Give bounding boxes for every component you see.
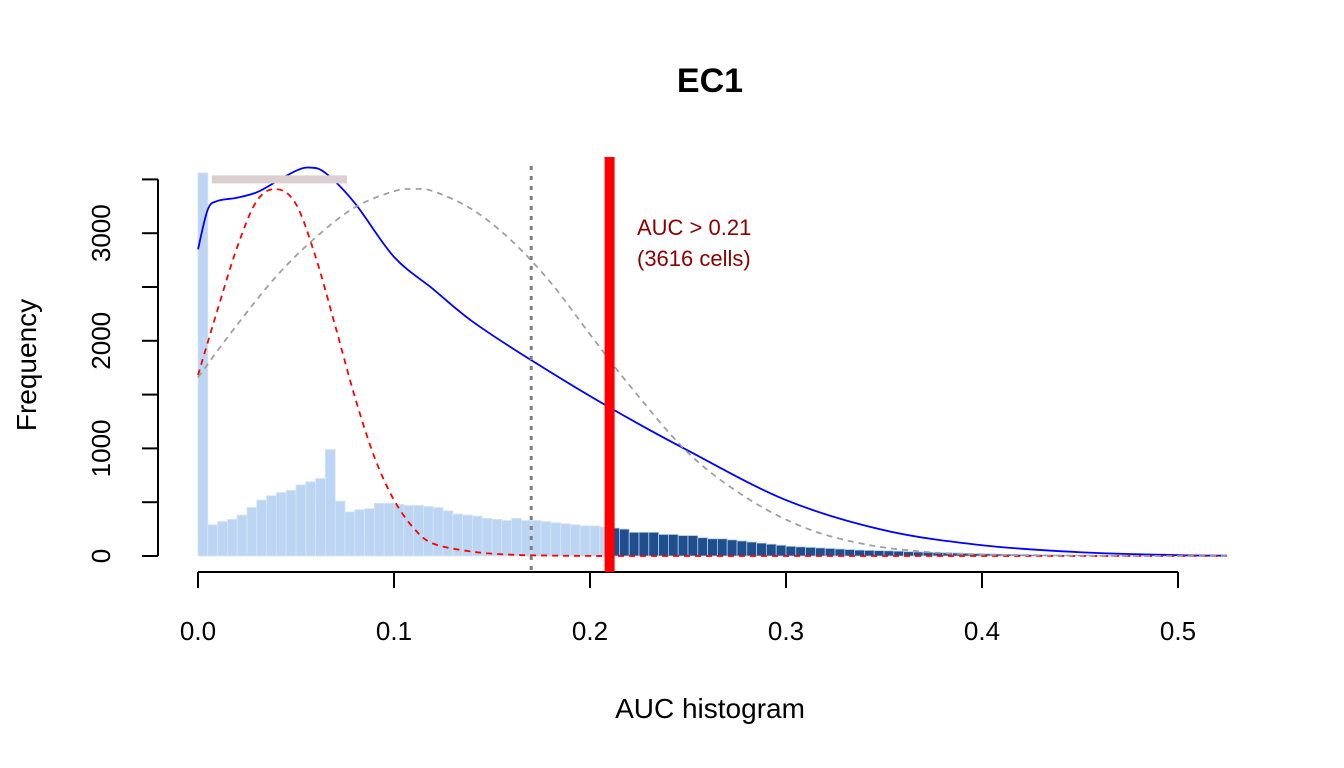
histogram-bar [266,495,277,557]
histogram-bar [795,546,806,557]
histogram-bar [511,517,522,557]
chart-title: EC1 [677,62,743,100]
histogram-bar [364,508,375,557]
x-tick-label: 0.5 [1160,616,1196,646]
histogram-bar [824,548,836,557]
histogram-bar [619,528,630,557]
histogram-bar [717,538,728,557]
x-tick-label: 0.2 [572,616,608,646]
histogram-bar [207,524,219,557]
threshold-annotation-line1: AUC > 0.21 [637,215,751,240]
histogram-bar [393,503,405,557]
histogram-bar [373,502,385,557]
histogram-bar [844,549,855,557]
histogram-bar [422,506,434,557]
histogram-bar [834,548,846,557]
histogram-bar [354,509,365,557]
histogram-bar [246,507,258,557]
histogram-bar [217,521,228,557]
histogram-bar [628,531,640,557]
histogram-bar [305,481,316,557]
y-tick-label: 0 [86,549,116,563]
histogram-bar [344,511,356,557]
histogram-bar [766,543,777,557]
histogram-bar [295,484,307,557]
histogram-bar [736,540,748,557]
histogram-bar [334,500,346,557]
histogram-bar [677,535,689,557]
histogram-bar [785,545,797,557]
histogram-bar [560,523,571,557]
histogram-bar [442,510,454,557]
histogram-bar [815,547,826,557]
histogram-bar [256,499,267,557]
threshold-annotation-line2: (3616 cells) [637,246,751,271]
histogram-bar [491,519,503,557]
histogram-bar [481,517,493,557]
histogram-bar [746,541,757,557]
x-tick-label: 0.0 [180,616,216,646]
axes: 0.0 0.1 0.2 0.3 0.4 0.5 0 1000 2000 3000 [86,178,1196,646]
x-tick-label: 0.4 [964,616,1000,646]
histogram-bar [775,544,787,557]
y-tick-label: 3000 [86,204,116,262]
histogram-bar [589,525,601,557]
histogram-bar [275,492,287,557]
histogram-bar [324,449,336,557]
histogram-bar [638,531,650,557]
histogram-bar [550,522,561,557]
y-tick-label: 2000 [86,312,116,370]
histogram-bar [432,507,444,557]
histogram-bar [570,524,581,557]
histogram-bar [540,521,552,557]
histogram-bar [403,505,414,557]
y-axis-label: Frequency [11,299,42,431]
overlays [211,157,615,572]
histogram-bar [756,542,767,557]
histogram-bar [697,537,708,557]
histogram-bar [315,478,326,557]
histogram-bar [648,531,659,557]
histogram-bar [285,489,297,557]
histogram-bar [687,535,699,557]
histogram-bar [805,546,816,557]
density-curve-2 [197,188,1228,557]
histogram-bar [471,515,483,557]
x-tick-label: 0.3 [768,616,804,646]
histogram-bar [226,519,238,557]
histogram-bar [658,534,669,557]
density-curve-3 [197,187,1228,557]
histogram-bar [579,525,591,557]
histogram-bar [383,502,395,557]
density-curve-1 [197,166,1228,557]
histogram-bar [726,539,738,557]
x-tick-label: 0.1 [376,616,412,646]
histogram-bar [668,534,679,557]
histogram-bar [462,514,473,557]
y-tick-label: 1000 [86,419,116,477]
histogram-bar [501,520,512,557]
density-curves [197,166,1228,557]
x-axis-label: AUC histogram [615,693,805,724]
histogram-bar [707,538,718,557]
histogram-bar [236,514,248,557]
